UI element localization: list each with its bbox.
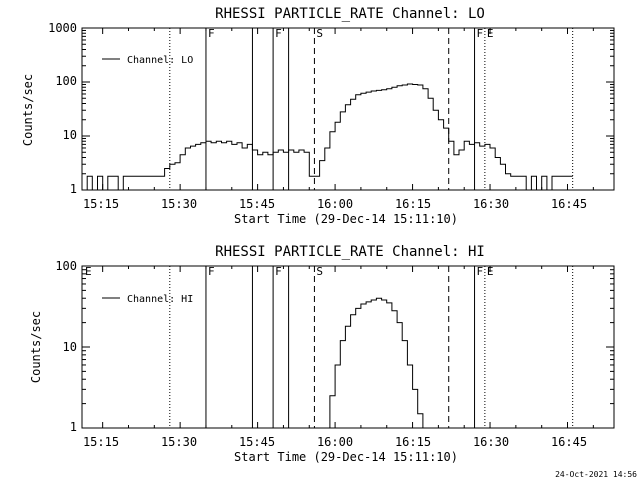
panel-lo-xtick-label: 16:45 (551, 197, 587, 211)
panel-hi-ticks (82, 265, 614, 429)
panel-hi-ytick-label: 100 (55, 259, 77, 273)
panel-lo-ytick-label: 1000 (48, 21, 77, 35)
panel-hi-series-line (324, 297, 424, 429)
panel-lo-series-line (82, 83, 573, 191)
panel-lo-ticks (82, 27, 614, 191)
panel-hi-xtick-label: 16:15 (395, 435, 431, 449)
panel-lo-xtick-label: 15:45 (239, 197, 275, 211)
panel-hi-ylabel: Counts/sec (29, 311, 43, 383)
panel-lo-xtick-label: 15:30 (161, 197, 197, 211)
panel-hi-xlabel: Start Time (29-Dec-14 15:11:10) (234, 450, 458, 464)
panel-hi-ytick-label: 10 (63, 340, 77, 354)
panel-hi-ytick-label: 1 (70, 420, 77, 434)
panel-lo: RHESSI PARTICLE_RATE Channel: LO 1 10 10… (21, 6, 615, 226)
panel-hi-title: RHESSI PARTICLE_RATE Channel: HI (215, 244, 485, 260)
event-marker-label: S (316, 265, 323, 278)
panel-lo-xtick-labels: 15:15 15:30 15:45 16:00 16:15 16:30 16:4… (83, 197, 587, 211)
panel-lo-xtick-label: 16:15 (395, 197, 431, 211)
panel-hi-xtick-label: 15:45 (239, 435, 275, 449)
panel-hi-corner-label: E (85, 265, 92, 278)
panel-lo-ylabel: Counts/sec (21, 74, 35, 146)
panel-lo-xtick-label: 15:15 (83, 197, 119, 211)
event-marker-label: F (275, 27, 282, 40)
event-marker-label: E (487, 265, 494, 278)
panel-lo-xlabel: Start Time (29-Dec-14 15:11:10) (234, 212, 458, 226)
panel-hi-xtick-label: 16:30 (473, 435, 509, 449)
panel-lo-xtick-label: 16:00 (317, 197, 353, 211)
panel-hi-xtick-labels: 15:15 15:30 15:45 16:00 16:15 16:30 16:4… (83, 435, 587, 449)
panel-lo-ytick-label: 100 (55, 74, 77, 88)
panel-hi-xtick-label: 16:00 (317, 435, 353, 449)
panel-hi-xtick-label: 15:15 (83, 435, 119, 449)
event-marker-label: F (208, 27, 215, 40)
event-marker-label: F (477, 27, 484, 40)
panel-lo-ytick-labels: 1 10 100 1000 (48, 21, 77, 196)
panel-hi: RHESSI PARTICLE_RATE Channel: HI 1 10 10… (29, 244, 615, 464)
panel-hi-legend: Channel: HI (102, 294, 193, 305)
event-marker-label: F (208, 265, 215, 278)
event-marker-label: S (316, 27, 323, 40)
panel-lo-ytick-label: 10 (63, 128, 77, 142)
footer-timestamp: 24-Oct-2021 14:56 (555, 470, 637, 479)
panel-hi-frame (81, 265, 615, 429)
panel-hi-xtick-label: 16:45 (551, 435, 587, 449)
panel-lo-ytick-label: 1 (70, 182, 77, 196)
panel-lo-xtick-label: 16:30 (473, 197, 509, 211)
event-marker-label: F (275, 265, 282, 278)
event-marker-label: F (477, 265, 484, 278)
panel-hi-xtick-label: 15:30 (161, 435, 197, 449)
panel-lo-frame (81, 27, 615, 191)
event-marker-label: E (487, 27, 494, 40)
panel-lo-legend-label: Channel: LO (127, 55, 193, 66)
panel-lo-legend: Channel: LO (102, 55, 193, 66)
panel-hi-ytick-labels: 1 10 100 (55, 259, 77, 434)
panel-lo-title: RHESSI PARTICLE_RATE Channel: LO (215, 6, 485, 22)
panel-hi-legend-label: Channel: HI (127, 294, 193, 305)
